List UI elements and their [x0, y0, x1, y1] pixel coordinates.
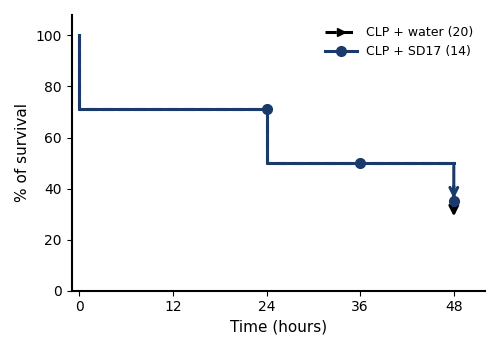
CLP + SD17 (14) [357, 161, 363, 165]
Y-axis label: % of survival: % of survival [15, 103, 30, 202]
CLP + SD17 (14) [451, 199, 457, 203]
Line: CLP + water (20): CLP + water (20) [80, 35, 454, 163]
CLP + SD17 (14) [264, 107, 270, 112]
CLP + water (20) [451, 161, 457, 165]
CLP + water (20) [264, 107, 270, 112]
Legend: CLP + water (20), CLP + SD17 (14): CLP + water (20), CLP + SD17 (14) [320, 21, 479, 63]
Line: CLP + SD17 (14): CLP + SD17 (14) [262, 105, 458, 206]
X-axis label: Time (hours): Time (hours) [230, 320, 327, 335]
CLP + water (20) [357, 161, 363, 165]
CLP + water (20) [76, 33, 82, 37]
